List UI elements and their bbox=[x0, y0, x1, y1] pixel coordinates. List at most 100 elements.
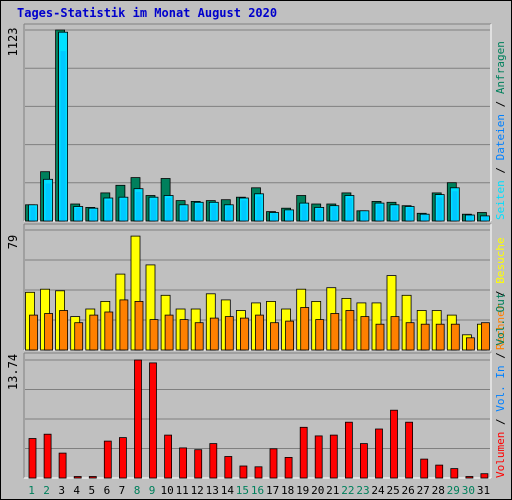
day-label-26: 26 bbox=[401, 484, 414, 497]
bar-volumen-day-10 bbox=[164, 434, 173, 479]
bar-seiten-day-10 bbox=[163, 195, 174, 222]
bar-seiten-day-11 bbox=[178, 204, 189, 222]
bar-dateien-day-25 bbox=[392, 206, 397, 221]
day-label-11: 11 bbox=[176, 484, 189, 497]
day-label-30: 30 bbox=[462, 484, 475, 497]
panel-middle-ymax-label: 79 bbox=[6, 235, 20, 249]
bar-rechner-day-20 bbox=[315, 319, 325, 351]
bar-dateien-day-16 bbox=[256, 196, 262, 221]
bar-rechner-day-31 bbox=[480, 322, 490, 351]
bar-dateien-day-24 bbox=[377, 204, 382, 221]
panel-top-legend-hits: Anfragen bbox=[494, 41, 507, 94]
bar-rechner-day-5 bbox=[89, 314, 99, 351]
bar-dateien-day-19 bbox=[301, 204, 307, 221]
bar-rechner-day-4 bbox=[74, 322, 84, 351]
bar-rechner-day-10 bbox=[164, 314, 174, 351]
bar-seiten-day-20 bbox=[314, 206, 325, 222]
bar-rechner-day-19 bbox=[300, 307, 310, 351]
bar-dateien-day-11 bbox=[181, 206, 187, 221]
panel-bottom-legend-out: Vol. Out bbox=[494, 293, 507, 346]
day-label-29: 29 bbox=[447, 484, 460, 497]
bar-seiten-day-21 bbox=[329, 205, 340, 222]
bar-seiten-day-13 bbox=[208, 201, 219, 222]
bar-dateien-day-23 bbox=[361, 211, 367, 221]
bar-seiten-day-24 bbox=[374, 202, 385, 222]
bar-seiten-day-29 bbox=[449, 187, 460, 222]
bar-dateien-day-21 bbox=[331, 207, 337, 221]
panel-bottom-plot-area bbox=[24, 353, 491, 478]
bar-volumen-day-31 bbox=[480, 473, 489, 479]
bar-seiten-day-19 bbox=[299, 202, 310, 222]
bar-volumen-day-25 bbox=[390, 409, 398, 479]
bar-rechner-day-29 bbox=[450, 323, 460, 351]
bar-rechner-day-3 bbox=[59, 310, 68, 351]
day-label-20: 20 bbox=[311, 484, 324, 497]
bar-dateien-day-3 bbox=[60, 51, 66, 221]
bar-dateien-day-28 bbox=[437, 197, 443, 221]
bar-dateien-day-15 bbox=[241, 200, 247, 221]
bar-volumen-day-1 bbox=[28, 438, 37, 479]
day-label-21: 21 bbox=[326, 484, 339, 497]
bar-seiten-day-14 bbox=[223, 204, 234, 222]
bar-seiten-day-5 bbox=[88, 207, 99, 222]
day-label-18: 18 bbox=[281, 484, 294, 497]
day-label-13: 13 bbox=[206, 484, 219, 497]
bar-seiten-day-18 bbox=[284, 209, 295, 222]
bar-rechner-day-16 bbox=[255, 314, 264, 351]
panel-top-legend: Seiten / Dateien / Anfragen bbox=[494, 41, 507, 220]
panel-bottom-ymax-label: 13.74 bbox=[6, 354, 20, 390]
bar-dateien-day-1 bbox=[30, 206, 36, 221]
panel-bottom-legend-sep: / bbox=[494, 412, 507, 432]
bar-dateien-day-29 bbox=[452, 191, 458, 221]
day-label-5: 5 bbox=[88, 484, 95, 497]
bar-rechner-day-28 bbox=[435, 323, 445, 351]
bar-rechner-day-7 bbox=[119, 299, 129, 351]
day-label-3: 3 bbox=[58, 484, 65, 497]
panel-bottom-legend-in: Vol. In bbox=[494, 365, 507, 411]
bar-volumen-day-12 bbox=[194, 449, 203, 479]
day-label-25: 25 bbox=[386, 484, 399, 497]
bar-volumen-day-22 bbox=[344, 421, 353, 479]
bar-dateien-day-4 bbox=[75, 208, 81, 221]
bar-rechner-day-24 bbox=[375, 323, 385, 351]
day-label-1: 1 bbox=[28, 484, 35, 497]
day-label-23: 23 bbox=[356, 484, 369, 497]
bar-dateien-day-9 bbox=[151, 199, 156, 221]
bar-dateien-day-27 bbox=[422, 214, 428, 221]
day-label-10: 10 bbox=[160, 484, 173, 497]
bar-seiten-day-4 bbox=[73, 206, 84, 222]
panel-bottom-legend-sep: / bbox=[494, 346, 507, 366]
panel-bottom-legend-kbytes: Volumen bbox=[494, 432, 507, 478]
day-label-24: 24 bbox=[371, 484, 385, 497]
bar-volumen-day-26 bbox=[405, 421, 414, 479]
bar-volumen-day-21 bbox=[329, 434, 338, 479]
bar-seiten-day-3 bbox=[58, 31, 68, 222]
bar-seiten-day-16 bbox=[254, 193, 264, 222]
bar-rechner-day-12 bbox=[194, 322, 204, 351]
bar-seiten-day-6 bbox=[103, 197, 114, 222]
bar-volumen-day-5 bbox=[88, 476, 97, 479]
bar-rechner-day-23 bbox=[360, 316, 370, 351]
bar-volumen-day-13 bbox=[209, 443, 218, 479]
bar-volumen-day-15 bbox=[239, 465, 248, 479]
day-label-6: 6 bbox=[104, 484, 111, 497]
bar-seiten-day-9 bbox=[148, 196, 159, 222]
day-label-12: 12 bbox=[191, 484, 204, 497]
bar-dateien-day-20 bbox=[316, 208, 322, 221]
bar-volumen-day-19 bbox=[299, 426, 308, 479]
bar-dateien-day-2 bbox=[45, 183, 51, 221]
day-label-28: 28 bbox=[432, 484, 445, 497]
day-label-31: 31 bbox=[477, 484, 490, 497]
bar-volumen-day-29 bbox=[450, 468, 459, 479]
day-label-14: 14 bbox=[221, 484, 235, 497]
panel-top-legend-sep: / bbox=[494, 94, 507, 114]
bar-volumen-day-4 bbox=[73, 476, 82, 479]
panel-top-legend-pages: Seiten bbox=[494, 180, 507, 220]
bar-dateien-day-30 bbox=[467, 215, 473, 221]
bar-volumen-day-20 bbox=[314, 435, 323, 479]
panel-middle-legend-sites: Rechner bbox=[494, 303, 507, 350]
bar-rechner-day-6 bbox=[104, 311, 114, 351]
bar-volumen-day-28 bbox=[435, 464, 444, 479]
